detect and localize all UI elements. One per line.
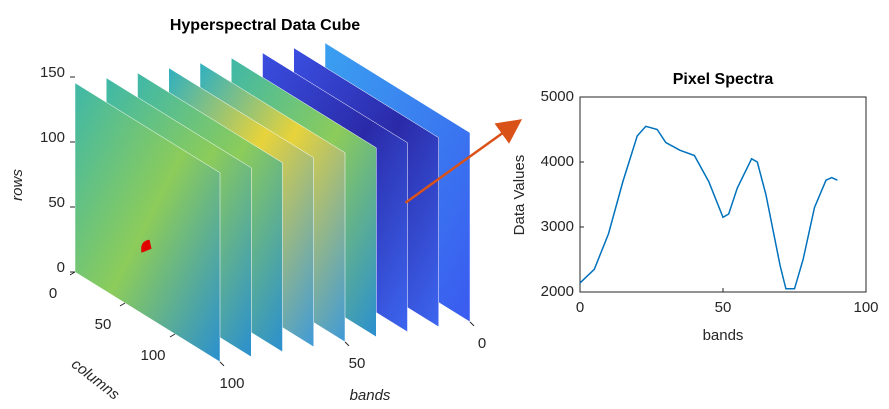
y-tick-label: 100 bbox=[140, 347, 165, 364]
x-tick bbox=[219, 361, 225, 367]
y-tick bbox=[69, 271, 76, 276]
x-tick bbox=[469, 321, 475, 327]
x-tick-label: 100 bbox=[853, 299, 878, 316]
plot-area bbox=[579, 96, 867, 293]
x-tick-label: 100 bbox=[219, 375, 244, 392]
y-tick-label: 50 bbox=[95, 316, 112, 333]
z-tick-label: 50 bbox=[48, 194, 65, 211]
spectrum-line bbox=[579, 125, 838, 290]
plot-layer: 0 50 100 150 0 50 100 0 50 100 2000 3000 4000 5000 0 50… bbox=[40, 42, 879, 392]
y-tick-label: 5000 bbox=[541, 88, 574, 105]
link-arrow bbox=[404, 119, 523, 204]
x-tick-label: 50 bbox=[715, 299, 732, 316]
x-tick-label: 0 bbox=[478, 335, 486, 352]
cube-x-label: bands bbox=[350, 387, 391, 404]
line-title: Pixel Spectra bbox=[673, 71, 774, 88]
cube-z-label: rows bbox=[9, 169, 26, 201]
pixel-marker bbox=[141, 239, 152, 253]
z-tick-label: 100 bbox=[40, 129, 65, 146]
y-tick bbox=[119, 302, 126, 307]
line-y-label: Data Values bbox=[511, 155, 528, 236]
y-tick-label: 3000 bbox=[541, 218, 574, 235]
x-tick-label: 0 bbox=[576, 299, 584, 316]
z-tick-label: 0 bbox=[57, 259, 65, 276]
y-tick-label: 4000 bbox=[541, 153, 574, 170]
z-tick-label: 150 bbox=[40, 64, 65, 81]
y-tick-label: 0 bbox=[49, 285, 57, 302]
x-tick bbox=[344, 341, 350, 347]
cube-title: Hyperspectral Data Cube bbox=[170, 17, 360, 34]
line-x-label: bands bbox=[703, 327, 744, 344]
y-tick bbox=[169, 333, 176, 338]
x-tick-label: 50 bbox=[349, 355, 366, 372]
cube-y-label: columns bbox=[68, 356, 123, 404]
y-tick-label: 2000 bbox=[541, 283, 574, 300]
